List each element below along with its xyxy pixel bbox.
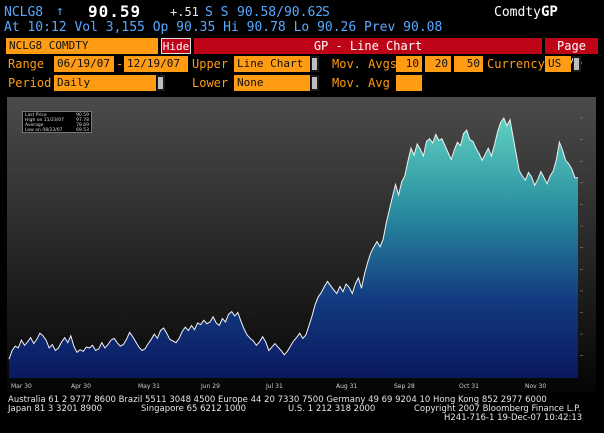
- lower-label: Lower: [192, 76, 229, 90]
- copyright: Copyright 2007 Bloomberg Finance L.P.: [414, 404, 581, 414]
- x-tick-label: May 31: [138, 383, 160, 390]
- upper-dropdown-icon[interactable]: [311, 56, 319, 72]
- period-label: Period: [8, 76, 52, 90]
- mov-avg-label: Mov. Avg: [332, 76, 390, 90]
- chart-legend: Last Price 90.59 High on 11/23/07 97.78 Av…: [22, 111, 92, 133]
- security-field[interactable]: NCLG8 COMDTY: [6, 38, 158, 54]
- brand-prefix: Comdty: [494, 5, 541, 20]
- footer-phones-1: Australia 61 2 9777 8600 Brazil 5511 304…: [8, 395, 547, 405]
- up-arrow-icon: ↑: [56, 4, 64, 19]
- currency-label: Currency: [487, 57, 545, 71]
- price-change: +.51: [170, 5, 199, 19]
- hide-button[interactable]: Hide: [161, 38, 191, 54]
- period-dropdown-icon[interactable]: [157, 75, 165, 91]
- legend-label: Low on 08/23/07: [25, 128, 63, 133]
- x-tick-label: Mar 30: [11, 383, 32, 390]
- x-tick-label: Aug 31: [336, 383, 357, 390]
- currency-dropdown-icon[interactable]: [573, 56, 581, 72]
- legend-row: High on 11/23/07 97.78: [25, 118, 89, 123]
- lower-dropdown-icon[interactable]: [311, 75, 319, 91]
- mov-avg-3-field[interactable]: 50: [454, 56, 483, 72]
- x-tick-label: Jul 31: [265, 383, 283, 390]
- footer-phones-3: Singapore 65 6212 1000: [141, 404, 247, 414]
- x-tick-label: Jun 29: [200, 383, 220, 390]
- condition-flags: S S: [205, 5, 229, 20]
- upper-select[interactable]: Line Chart: [234, 56, 310, 72]
- x-tick-label: Apr 30: [71, 383, 91, 390]
- range-label: Range: [8, 57, 45, 71]
- ticker-symbol: NCLG8: [4, 5, 44, 20]
- range-separator: -: [116, 57, 124, 71]
- legend-label: Average: [25, 123, 44, 128]
- footer-phones-4: U.S. 1 212 318 2000: [288, 404, 376, 414]
- bid-ask: 90.58/90.62: [237, 5, 324, 20]
- footer-phones-2: Japan 81 3 3201 8900: [8, 404, 103, 414]
- legend-row: Last Price 90.59: [25, 113, 89, 118]
- x-tick-label: Sep 28: [394, 383, 415, 390]
- brand-label: ComdtyGP: [494, 4, 558, 20]
- brand-code: GP: [540, 4, 558, 20]
- price-line: [8, 116, 579, 360]
- range-end-field[interactable]: 12/19/07: [124, 56, 188, 72]
- last-price: 90.59: [88, 2, 142, 21]
- x-tick-label: Nov 30: [525, 383, 546, 390]
- condition-flag-2: S: [322, 5, 330, 20]
- legend-value: 78.69: [76, 123, 89, 128]
- mov-avg-field[interactable]: [396, 75, 422, 91]
- price-area: [9, 118, 578, 378]
- legend-label: Last Price: [25, 113, 47, 118]
- page-indicator[interactable]: Page 1/5: [545, 38, 598, 69]
- legend-row: Average 78.69: [25, 123, 89, 128]
- quote-details: At 10:12 Vol 3,155 Op 90.35 Hi 90.78 Lo …: [4, 20, 443, 35]
- lower-select[interactable]: None: [234, 75, 310, 91]
- legend-value: 90.59: [76, 113, 89, 118]
- period-select[interactable]: Daily: [54, 75, 156, 91]
- mov-avg-2-field[interactable]: 20: [425, 56, 451, 72]
- legend-row: Low on 08/23/07 69.53: [25, 128, 89, 133]
- legend-value: 69.53: [76, 128, 89, 133]
- mov-avg-1-field[interactable]: 10: [396, 56, 422, 72]
- legend-label: High on 11/23/07: [25, 118, 65, 123]
- x-tick-label: Oct 31: [459, 383, 479, 390]
- legend-value: 97.78: [76, 118, 89, 123]
- timestamp: H241-716-1 19-Dec-07 10:42:13: [444, 413, 583, 423]
- upper-label: Upper: [192, 57, 229, 71]
- currency-select[interactable]: US: [545, 56, 571, 72]
- price-chart[interactable]: Mar 30 Apr 30 May 31 Jun 29 Jul 31 Aug 31 Sep …: [7, 97, 596, 392]
- chart-title-bar: GP - Line Chart: [194, 38, 542, 54]
- mov-avgs-label: Mov. Avgs: [332, 57, 398, 71]
- range-start-field[interactable]: 06/19/07: [54, 56, 114, 72]
